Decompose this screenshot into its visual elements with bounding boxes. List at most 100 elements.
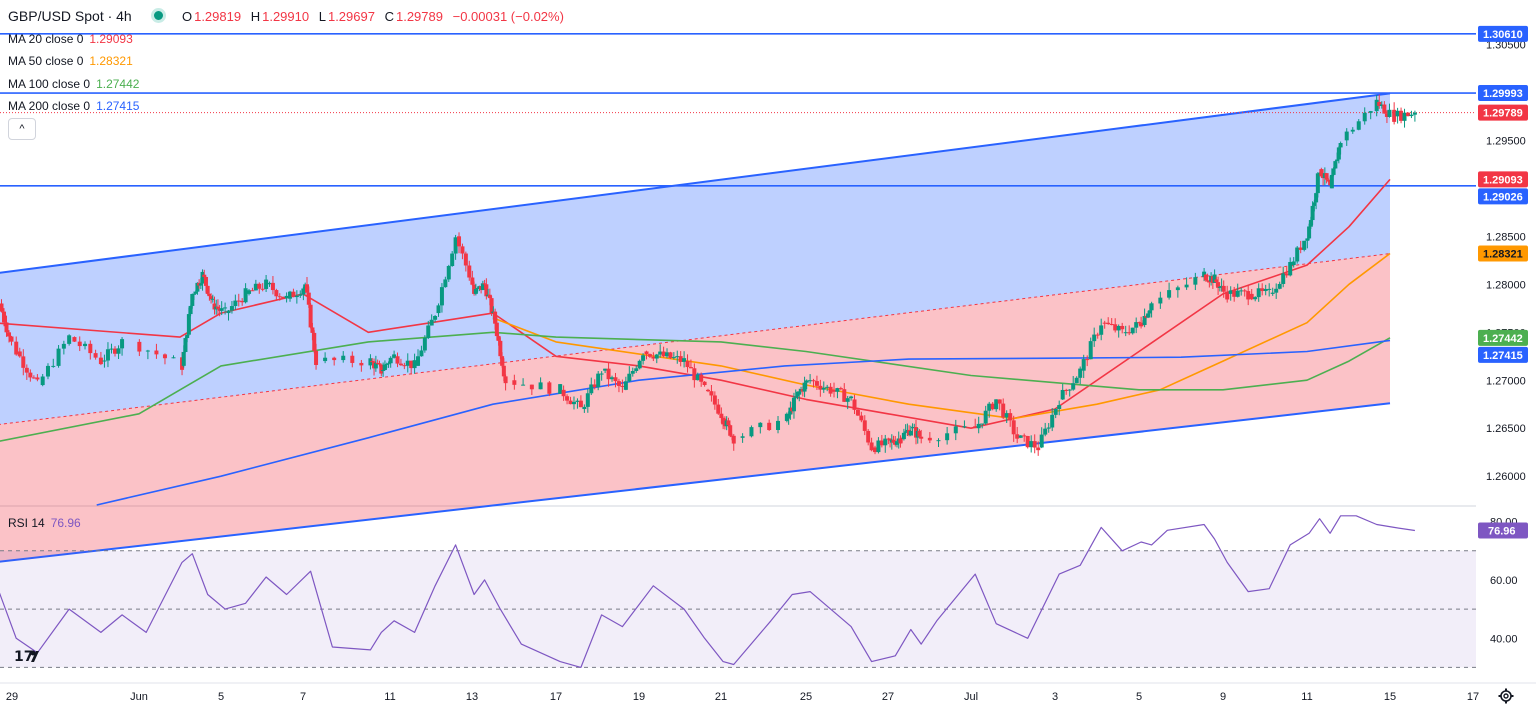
candle-body bbox=[181, 352, 186, 366]
candle-body bbox=[592, 384, 597, 388]
ma200-legend[interactable]: MA 200 close 0 1.27415 bbox=[8, 99, 139, 113]
chart-header: GBP/USD Spot · 4h O 1.29819 H 1.29910 L 1.2… bbox=[8, 8, 564, 24]
candle bbox=[1356, 119, 1361, 131]
candle bbox=[7, 330, 11, 343]
candle bbox=[51, 358, 56, 368]
candle-body bbox=[1202, 271, 1207, 278]
ma-line-ma100 bbox=[0, 331, 1391, 442]
candle bbox=[257, 282, 262, 294]
candle-body bbox=[1219, 285, 1224, 287]
candle-body bbox=[917, 430, 922, 437]
candle-body bbox=[547, 382, 552, 394]
candle-body bbox=[223, 307, 228, 309]
candle bbox=[1219, 278, 1224, 292]
candle bbox=[1246, 284, 1251, 306]
candle bbox=[1149, 301, 1154, 318]
candle-body bbox=[644, 351, 649, 355]
price-label-bg bbox=[1478, 85, 1528, 102]
time-tick-label: 17 bbox=[1467, 691, 1479, 703]
price-label-bg bbox=[1478, 25, 1528, 42]
time-tick-label: 25 bbox=[800, 691, 812, 703]
tradingview-logo-icon[interactable]: 17 bbox=[14, 648, 40, 669]
candle-body bbox=[927, 437, 932, 441]
gear-icon[interactable] bbox=[1498, 688, 1514, 709]
candle bbox=[1399, 107, 1404, 124]
candle-body bbox=[558, 384, 563, 394]
candle bbox=[647, 353, 652, 359]
candle-body bbox=[1387, 109, 1392, 117]
candle-body bbox=[243, 288, 248, 303]
candle-body bbox=[1214, 279, 1219, 283]
candle bbox=[233, 294, 238, 310]
candle-body bbox=[1088, 341, 1093, 360]
rsi-legend[interactable]: RSI 14 76.96 bbox=[8, 516, 81, 530]
candle-body bbox=[849, 396, 854, 399]
ma20-legend[interactable]: MA 20 close 0 1.29093 bbox=[8, 32, 133, 46]
candle-body bbox=[436, 305, 441, 314]
candle-body bbox=[1046, 427, 1051, 429]
candle bbox=[1043, 422, 1048, 437]
candle-body bbox=[726, 420, 731, 426]
price-label-bg bbox=[1478, 346, 1528, 363]
candle-body bbox=[14, 341, 19, 355]
ma100-legend[interactable]: MA 100 close 0 1.27442 bbox=[8, 77, 139, 91]
candle bbox=[1295, 246, 1300, 264]
candle-body bbox=[596, 373, 601, 388]
candle-body bbox=[565, 396, 570, 401]
symbol-title[interactable]: GBP/USD Spot · 4h bbox=[8, 8, 132, 24]
candle-body bbox=[1217, 286, 1222, 288]
candle bbox=[538, 377, 543, 390]
candle-body bbox=[281, 296, 286, 299]
candle-body bbox=[828, 386, 833, 394]
price-axis[interactable]: 1.305001.295001.285001.280001.275001.270… bbox=[1476, 0, 1536, 712]
candle-body bbox=[651, 356, 656, 359]
candle-body bbox=[496, 336, 501, 341]
candle bbox=[171, 355, 176, 359]
candle-body bbox=[1308, 220, 1313, 227]
candle-body bbox=[695, 374, 700, 381]
candle-body bbox=[359, 362, 364, 366]
candle-body bbox=[1298, 247, 1303, 250]
candle-body bbox=[467, 265, 472, 278]
candle-body bbox=[599, 373, 604, 375]
candle-body bbox=[869, 442, 874, 451]
candle-body bbox=[386, 363, 391, 365]
candle bbox=[547, 380, 552, 397]
candle-body bbox=[688, 367, 693, 369]
candle-body bbox=[876, 440, 881, 453]
candle-body bbox=[776, 420, 781, 430]
candle bbox=[288, 290, 293, 302]
price-label: 1.29026 bbox=[1478, 188, 1528, 205]
candle bbox=[405, 353, 410, 373]
time-axis[interactable]: 29 Jun 5 7 11 13 17 19 21 25 27 Jul 3 5 9 11 15 17 bbox=[0, 682, 1536, 703]
candle bbox=[392, 350, 397, 359]
candle bbox=[1350, 127, 1355, 134]
ma50-legend[interactable]: MA 50 close 0 1.28321 bbox=[8, 54, 133, 68]
candle bbox=[804, 379, 809, 390]
channel-middle-line bbox=[0, 253, 1391, 425]
candle-body bbox=[229, 306, 234, 311]
candle bbox=[1405, 112, 1410, 117]
candle bbox=[849, 395, 854, 401]
candle-body bbox=[1399, 110, 1404, 121]
candle-body bbox=[113, 348, 118, 354]
candle-body bbox=[1102, 322, 1107, 324]
collapse-legend-button[interactable]: ^ bbox=[8, 118, 36, 140]
candle-body bbox=[825, 386, 830, 388]
candle bbox=[4, 315, 9, 337]
candle bbox=[1274, 283, 1279, 299]
candle-body bbox=[862, 420, 867, 431]
rsi-label-text: 76.96 bbox=[1488, 525, 1516, 537]
candle-body bbox=[802, 382, 807, 392]
price-tick-label: 1.28000 bbox=[1486, 279, 1526, 291]
candle bbox=[859, 411, 864, 423]
candle bbox=[699, 372, 704, 387]
candle-body bbox=[1288, 262, 1293, 276]
candle bbox=[521, 378, 526, 386]
candle bbox=[1256, 283, 1261, 302]
candle bbox=[1249, 288, 1254, 301]
candle bbox=[1412, 110, 1417, 122]
candle bbox=[980, 423, 985, 429]
candle-body bbox=[962, 426, 967, 428]
